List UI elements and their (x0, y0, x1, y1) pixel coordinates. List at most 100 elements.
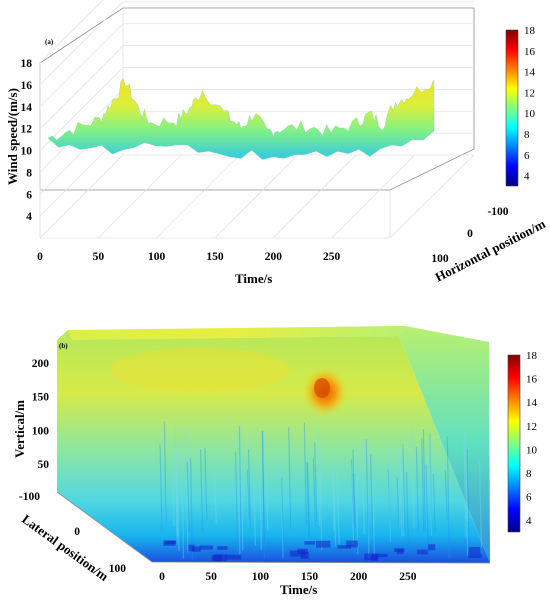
chart-b-streak (425, 464, 429, 544)
chart-a-xlabel: Time/s (235, 271, 272, 286)
chart-b-streak (261, 430, 266, 559)
chart-b-streak (258, 434, 262, 550)
chart-b-panel-label: (b) (59, 342, 68, 350)
chart-b-streak (369, 454, 374, 536)
chart-b-x-ticks: 0 50 100 150 200 250 (159, 571, 417, 583)
chart-a-x-tick: 50 (93, 251, 105, 263)
chart-b-z-tick: 50 (38, 459, 50, 471)
chart-a-y-tick: 100 (431, 253, 449, 265)
chart-b-streak (352, 449, 356, 555)
chart-b-streak (288, 427, 292, 530)
chart-b-low-patch (199, 545, 213, 550)
chart-b-x-tick: 250 (399, 571, 417, 583)
chart-b-streak (199, 449, 204, 532)
chart-a-z-tick: 10 (21, 146, 33, 158)
chart-b-x-tick: 50 (205, 571, 217, 583)
chart-a-z-tick: 12 (21, 124, 33, 136)
chart-a-z-gridline (39, 1, 124, 86)
chart-b-x-tick: 200 (350, 571, 368, 583)
chart-b-zlabel: Vertical/m (12, 400, 27, 458)
chart-b-streak (365, 439, 369, 537)
chart-a-colorbar-ticks: 18 16 14 12 10 8 6 4 (524, 25, 536, 183)
chart-b-streak (306, 461, 310, 550)
chart-b-streaks (159, 421, 483, 562)
chart-b-streak (180, 426, 185, 559)
chart-a-colorbar (505, 29, 519, 187)
chart-b-streak (186, 462, 190, 532)
chart-a-z-tick: 16 (21, 80, 33, 92)
chart-a-x-tick: 150 (206, 251, 224, 263)
chart-b-streak (350, 459, 355, 526)
chart-b-low-patch (468, 546, 481, 554)
chart-b-streak (234, 451, 239, 553)
chart-b-colorbar-tick: 4 (526, 515, 532, 527)
chart-b-streak (176, 452, 180, 551)
chart-a-colorbar-tick: 14 (524, 67, 536, 79)
chart-b-streak (464, 433, 469, 556)
chart-b-low-patch (428, 544, 436, 551)
chart-b-low-patch (337, 545, 352, 549)
chart-b-streak (237, 429, 241, 555)
chart-a-ylabel: Horizontal position/m (433, 216, 548, 285)
chart-b-colorbar-tick: 6 (526, 492, 532, 504)
chart-a-colorbar-tick: 16 (524, 46, 536, 58)
chart-b-z-tick: 200 (32, 358, 50, 370)
chart-b-low-patch (211, 555, 222, 562)
chart-b-streak (213, 468, 217, 524)
chart-b-low-patch (371, 553, 388, 558)
chart-b-streak (333, 477, 337, 547)
chart-a-colorbar-tick: 10 (524, 108, 536, 120)
chart-b-streak (261, 431, 266, 545)
chart-b-streak (159, 443, 163, 531)
chart-b-colorbar-tick: 12 (526, 421, 537, 433)
chart-b-streak (464, 458, 469, 522)
chart-b-streak (174, 441, 179, 538)
chart-b-colorbar-tick: 14 (526, 397, 538, 409)
chart-b-low-patch (304, 541, 316, 545)
chart-b-streak (185, 427, 189, 553)
chart-b-streak (421, 438, 425, 532)
chart-b-streak (281, 477, 285, 555)
chart-b-streak (174, 422, 178, 545)
chart-b-low-patch (217, 546, 228, 550)
chart-a-surface (47, 77, 435, 160)
chart-b-streak (331, 454, 335, 532)
chart-b-warm-region (110, 348, 290, 392)
chart-a-y-tick: 0 (467, 228, 473, 240)
chart-b-streak (387, 469, 391, 524)
chart-b-hotspot-core (314, 378, 330, 398)
chart-b-low-patch (163, 540, 176, 546)
chart-b-low-patch (225, 554, 242, 560)
chart-b-colorbar (507, 354, 521, 533)
chart-a-zlabel: Wind speed/(m/s) (5, 88, 20, 185)
chart-b-low-patch (416, 549, 428, 555)
chart-b-streak (336, 472, 340, 545)
chart-b-low-patch (191, 546, 201, 552)
chart-b-colorbar-tick: 8 (526, 468, 532, 480)
chart-b-streak (265, 441, 269, 531)
chart-b-streak (204, 447, 208, 521)
chart-b-streak (396, 476, 400, 527)
chart-a-x-tick: 250 (323, 251, 341, 263)
chart-b-streak (361, 445, 365, 535)
chart-a-x-tick: 200 (265, 251, 283, 263)
chart-a-y-tick: -100 (487, 206, 508, 218)
chart-b-streak (171, 468, 175, 527)
chart-b-x-tick: 100 (252, 571, 270, 583)
chart-a-panel-label: (a) (45, 38, 54, 46)
chart-b-low-patch (346, 540, 358, 548)
chart-a-colorbar-tick: 12 (524, 87, 535, 99)
chart-b-low-patch (316, 540, 331, 548)
chart-b-top-face (57, 326, 405, 340)
chart-a-x-ticks: 0 50 100 150 200 250 (37, 251, 340, 263)
chart-b-streak (312, 458, 316, 526)
chart-b-streak (444, 470, 448, 521)
chart-b-streak (366, 440, 370, 558)
chart-a-z-tick: 8 (26, 167, 32, 179)
chart-b-streak (463, 433, 467, 538)
chart-b-streak (466, 448, 470, 552)
chart-b-streak (303, 422, 307, 527)
chart-b-streak (371, 460, 376, 555)
chart-b-streak (317, 426, 321, 527)
chart-b-streak (402, 444, 406, 534)
